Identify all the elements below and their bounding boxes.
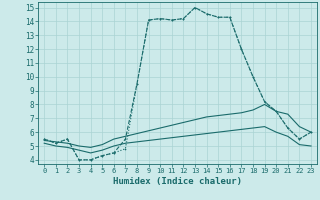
X-axis label: Humidex (Indice chaleur): Humidex (Indice chaleur): [113, 177, 242, 186]
